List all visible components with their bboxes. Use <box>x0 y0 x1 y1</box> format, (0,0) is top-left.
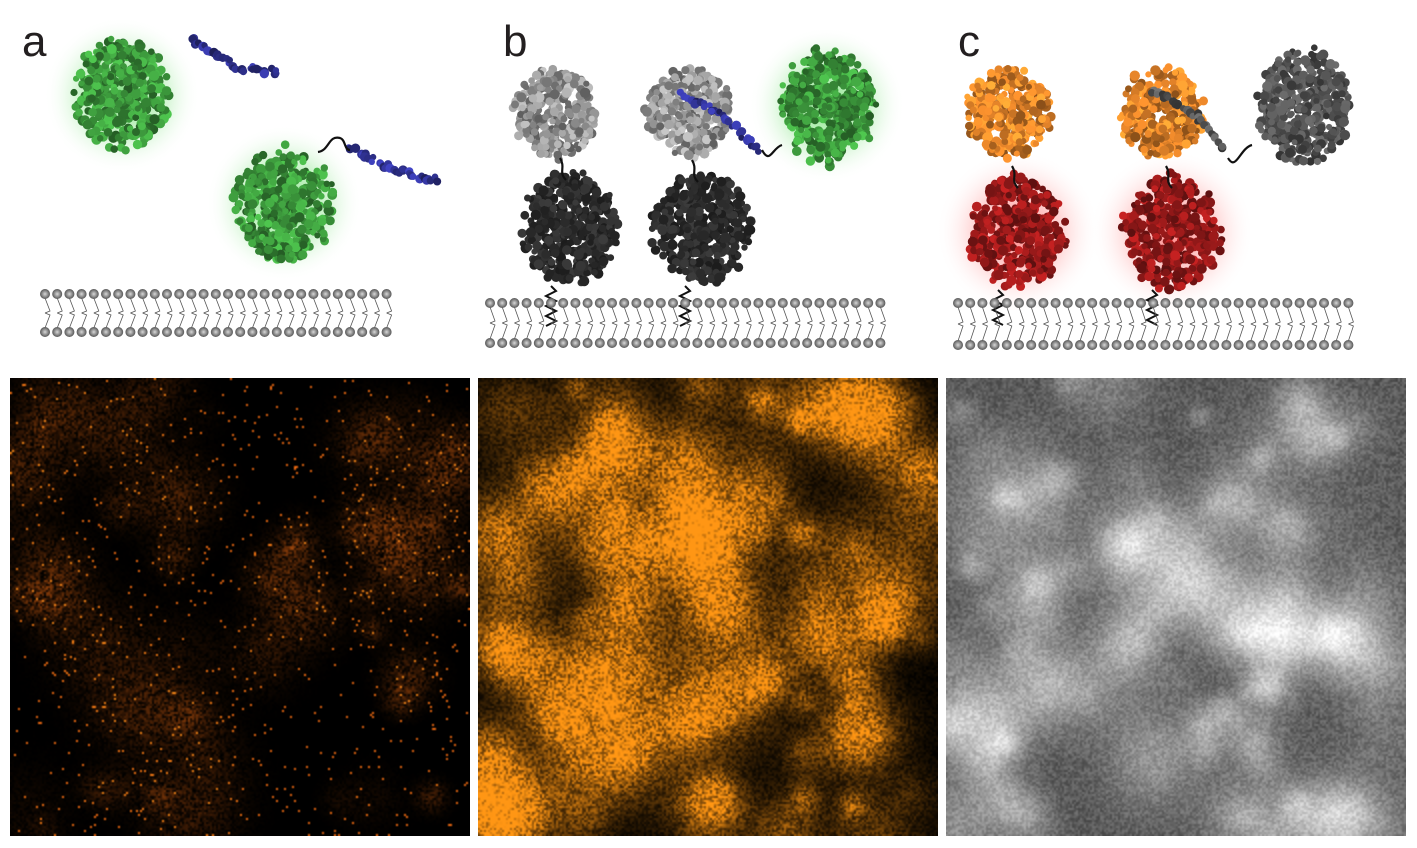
schematic-illustrations <box>40 17 1354 350</box>
red-fluorescent-protein <box>1117 168 1226 295</box>
dark-peptide <box>1147 86 1227 153</box>
linker-tether <box>317 136 351 154</box>
lipid-anchor <box>677 285 693 327</box>
panel-label-c: c <box>958 17 980 66</box>
orange-protein <box>1116 63 1208 160</box>
panel-b-schematic <box>485 27 905 348</box>
green-fluorescent-protein <box>70 35 174 155</box>
linker-tether <box>1227 143 1253 164</box>
linker-tether <box>761 143 783 158</box>
microscopy-image-c <box>946 378 1406 836</box>
dark-gray-protein <box>1253 44 1354 166</box>
lipid-anchor <box>543 285 559 327</box>
microscopy-image-b <box>478 378 938 836</box>
panel-c-schematic <box>936 44 1354 350</box>
dark-anchor-protein <box>647 171 756 287</box>
linker-tether <box>1165 165 1173 189</box>
linker-tether <box>691 159 699 183</box>
blue-peptide <box>188 34 280 79</box>
green-fluorescent-protein <box>777 44 880 172</box>
red-fluorescent-protein <box>965 169 1070 291</box>
orange-protein <box>964 65 1056 163</box>
microscopy-image-a <box>10 378 470 836</box>
green-fluorescent-protein <box>228 140 338 264</box>
blue-peptide <box>345 143 442 186</box>
linker-tether <box>1011 165 1019 189</box>
lipid-anchor <box>990 289 1006 326</box>
panel-a-schematic <box>40 17 442 337</box>
blue-peptide <box>676 88 762 155</box>
panel-label-b: b <box>503 17 528 66</box>
linker-tether <box>559 157 567 181</box>
lipid-bilayer <box>485 298 886 348</box>
dark-anchor-protein <box>517 169 623 287</box>
panel-label-a: a <box>22 17 47 66</box>
lipid-bilayer <box>40 289 393 337</box>
lipid-bilayer <box>953 298 1354 350</box>
gray-protein <box>508 64 600 164</box>
